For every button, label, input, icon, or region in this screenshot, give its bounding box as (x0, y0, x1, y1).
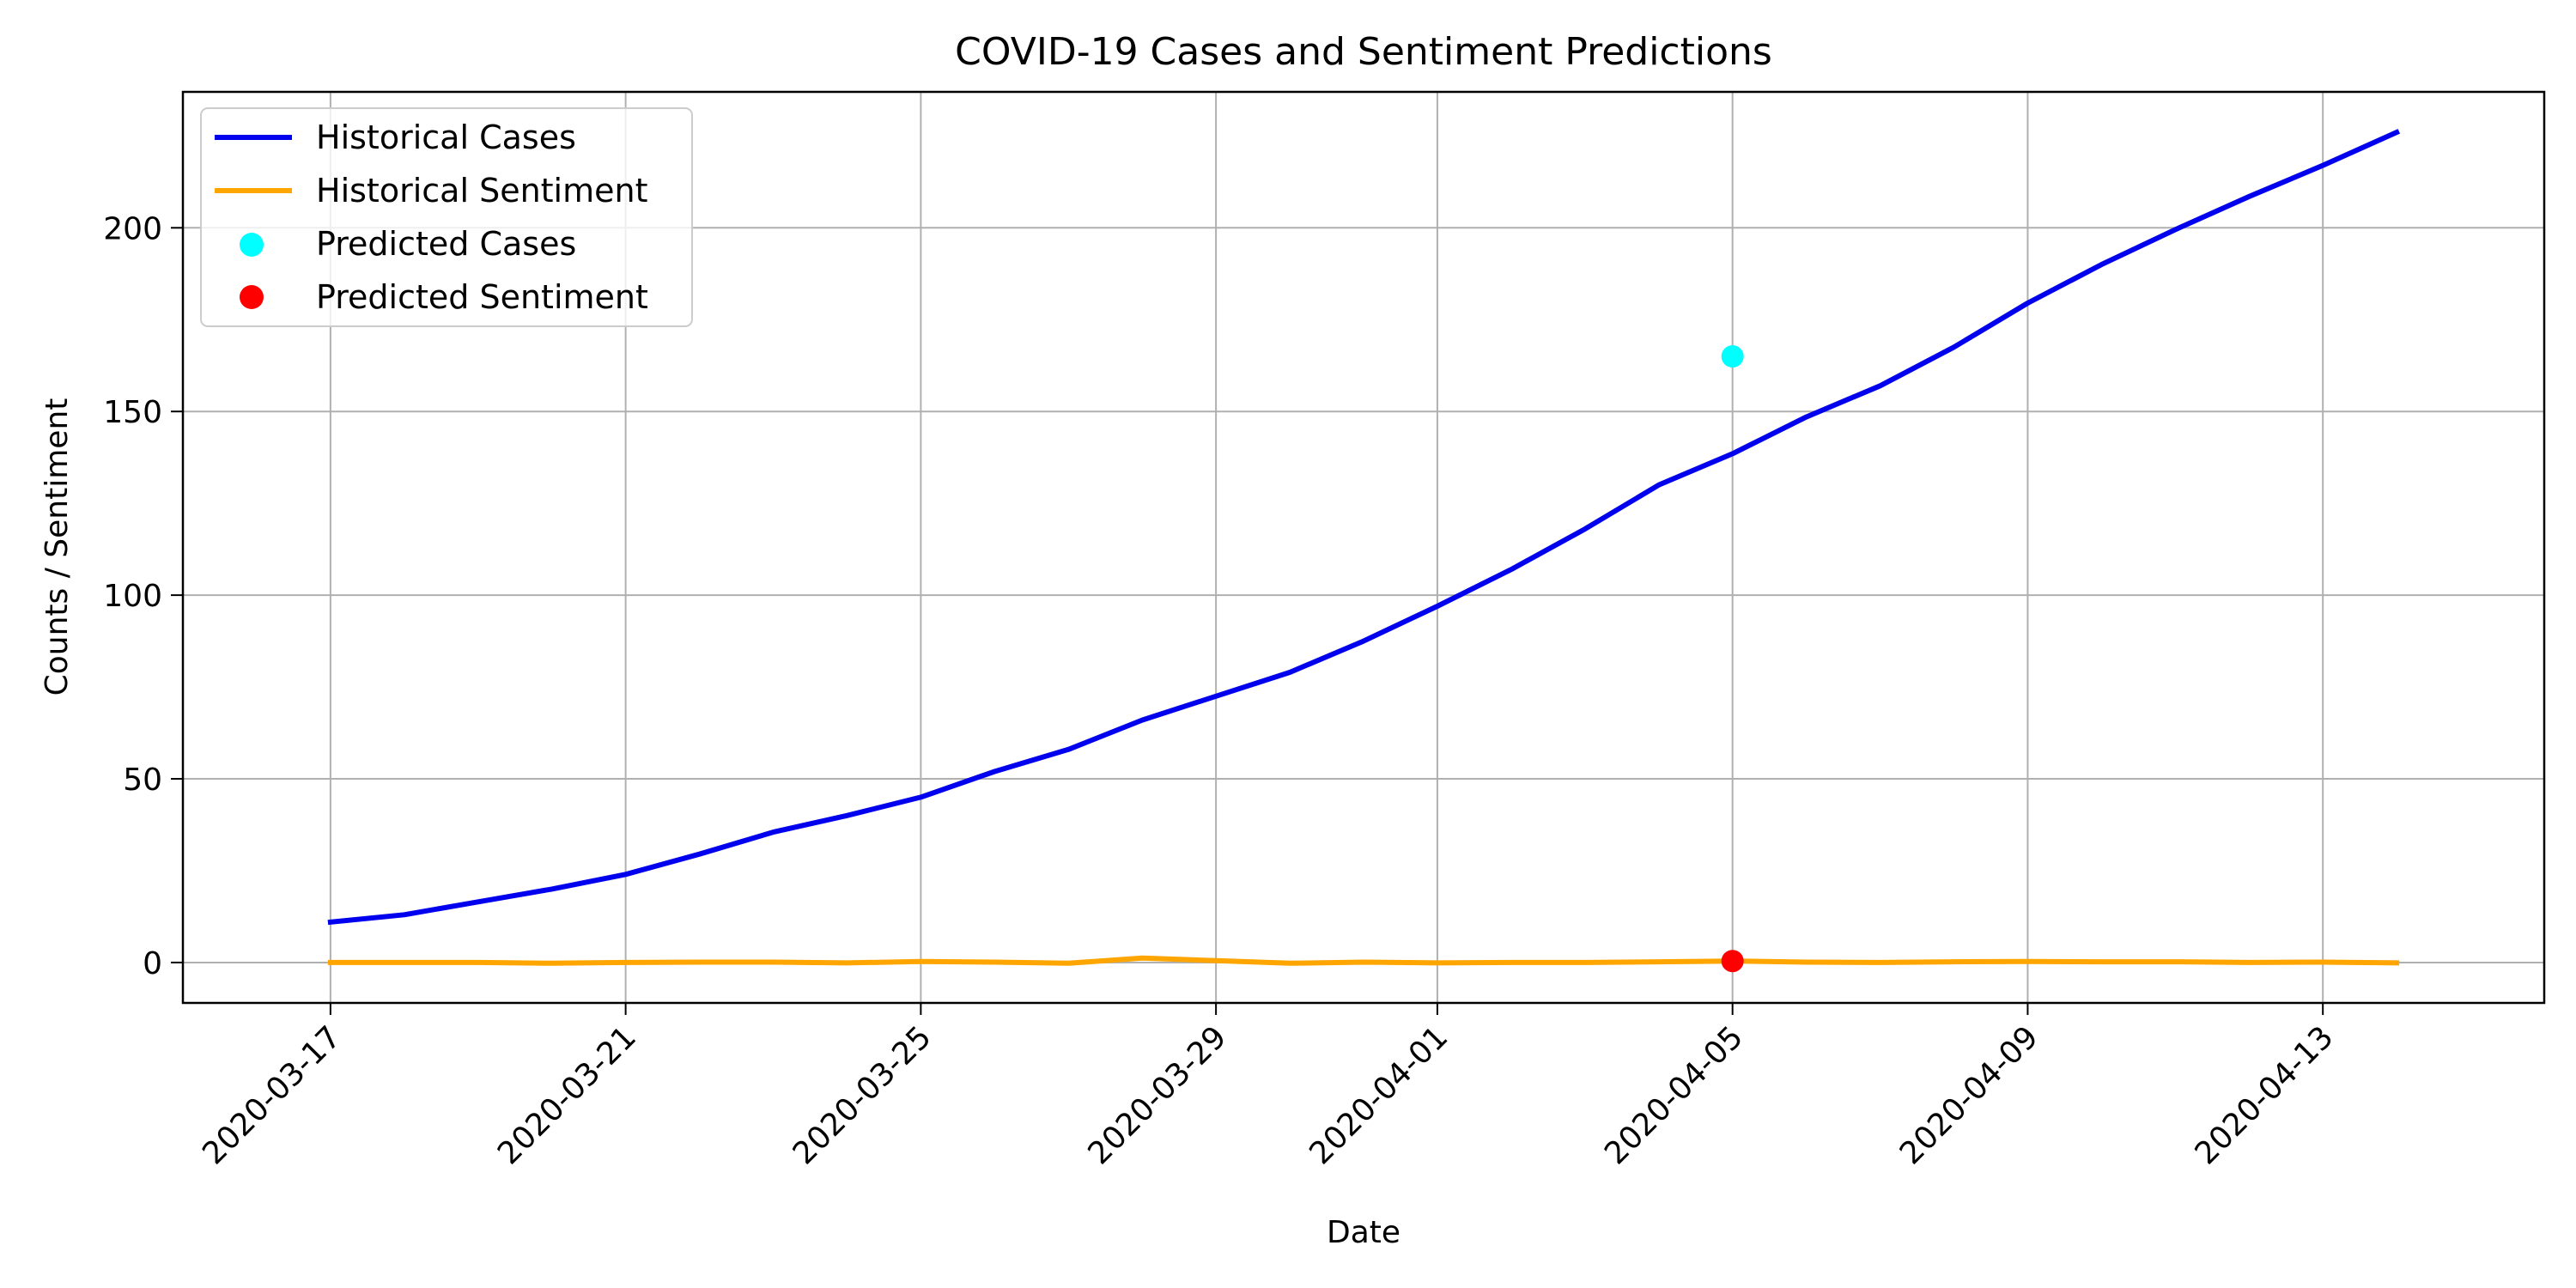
legend-swatch-predicted-sentiment (240, 285, 264, 309)
data-point-predicted-cases (1721, 345, 1744, 368)
series-line-historical-cases (327, 129, 2401, 926)
y-tick-label: 200 (103, 211, 162, 246)
data-point-predicted-sentiment (1721, 950, 1744, 973)
legend-label-historical-cases: Historical Cases (316, 118, 576, 156)
series-line-historical-sentiment (327, 955, 2400, 966)
y-tick-label: 150 (103, 395, 162, 430)
legend: Historical Cases Historical Sentiment Pr… (200, 107, 693, 327)
y-axis-label: Counts / Sentiment (39, 398, 75, 696)
legend-label-predicted-cases: Predicted Cases (316, 225, 576, 263)
y-axis-ticks: 0 50 100 150 200 (103, 211, 183, 981)
legend-label-historical-sentiment: Historical Sentiment (316, 172, 648, 210)
plot-frame (181, 90, 2546, 1005)
chart-title: COVID-19 Cases and Sentiment Predictions (955, 30, 1772, 74)
y-tick-label: 100 (103, 579, 162, 614)
y-tick-label: 50 (123, 762, 162, 798)
legend-box (200, 107, 693, 327)
series-layer (327, 129, 2401, 973)
x-axis-label: Date (1327, 1215, 1400, 1250)
y-tick-label: 0 (143, 946, 162, 981)
legend-swatch-predicted-cases (240, 233, 264, 257)
legend-label-predicted-sentiment: Predicted Sentiment (316, 278, 648, 316)
